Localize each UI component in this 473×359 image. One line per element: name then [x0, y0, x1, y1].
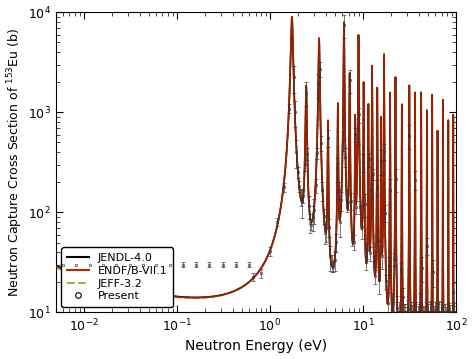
Y-axis label: Neutron Capture Cross Section of $^{153}$Eu (b): Neutron Capture Cross Section of $^{153}…: [6, 28, 25, 297]
X-axis label: Neutron Energy (eV): Neutron Energy (eV): [185, 340, 327, 354]
Legend: JENDL-4.0, ENDF/B-VII.1, JEFF-3.2, Present: JENDL-4.0, ENDF/B-VII.1, JEFF-3.2, Prese…: [61, 247, 173, 307]
